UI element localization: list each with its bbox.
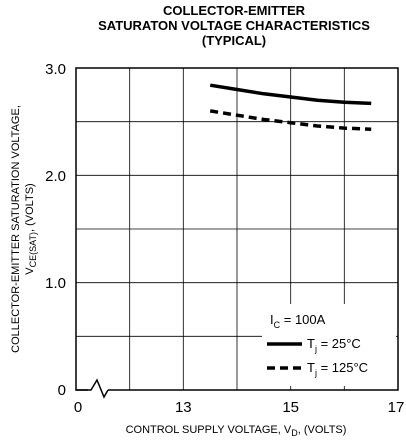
x-axis-label: CONTROL SUPPLY VOLTAGE, VD, (VOLTS) bbox=[126, 424, 347, 438]
legend-label-tj-25c: Tj = 25°C bbox=[307, 336, 361, 354]
x-tick-label-1: 13 bbox=[175, 399, 192, 416]
x-tick-label-0: 0 bbox=[74, 399, 82, 416]
legend: IC = 100A Tj = 25°C Tj = 125°C bbox=[262, 304, 396, 386]
y-tick-label-1: 1.0 bbox=[45, 275, 66, 292]
legend-label-tj-125c: Tj = 125°C bbox=[307, 360, 368, 378]
x-tick-label-2: 15 bbox=[282, 399, 299, 416]
chart-title-line-3: (TYPICAL) bbox=[202, 33, 266, 48]
y-tick-label-3: 3.0 bbox=[45, 61, 66, 78]
y-tick-label-2: 2.0 bbox=[45, 168, 66, 185]
series-line-tj-125c bbox=[209, 109, 372, 131]
x-tick-label-3: 17 bbox=[388, 399, 405, 416]
svg-text:VCE(SAT), (VOLTS): VCE(SAT), (VOLTS) bbox=[24, 183, 38, 274]
y-tick-label-0: 0 bbox=[58, 382, 66, 399]
y-axis-label: COLLECTOR-EMITTER SATURATION VOLTAGE, VC… bbox=[10, 105, 38, 353]
x-axis-break bbox=[76, 378, 109, 399]
chart-title-line-2: SATURATON VOLTAGE CHARACTERISTICS bbox=[98, 18, 370, 33]
annotation-ic: IC = 100A bbox=[270, 312, 326, 330]
svg-text:COLLECTOR-EMITTER SATURATION V: COLLECTOR-EMITTER SATURATION VOLTAGE, bbox=[10, 105, 22, 353]
series-line-tj-25c bbox=[209, 83, 372, 106]
chart-title-line-1: COLLECTOR-EMITTER bbox=[163, 3, 306, 18]
